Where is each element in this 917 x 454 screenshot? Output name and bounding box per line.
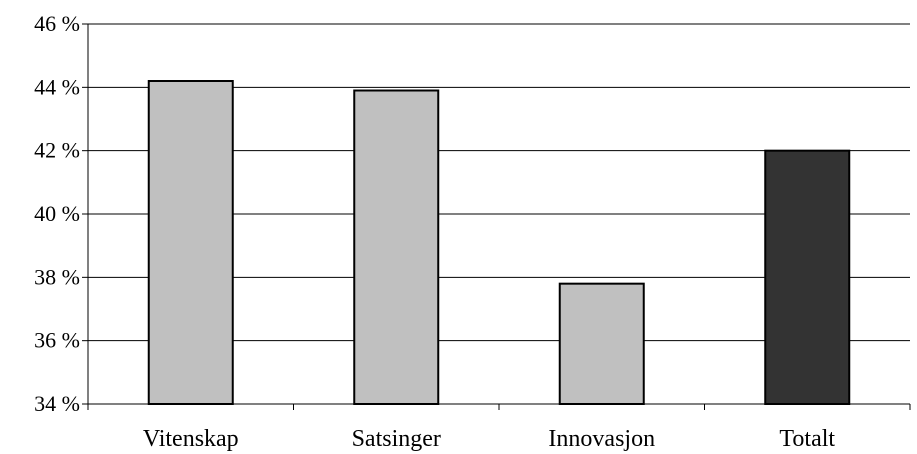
category-label-satsinger: Satsinger [352,426,441,452]
y-tick-label: 42 % [34,138,80,163]
category-label-vitenskap: Vitenskap [143,426,239,452]
bars [147,80,851,405]
y-tick-label: 40 % [34,201,80,226]
category-label-innovasjon: Innovasjon [548,426,655,452]
y-tick-label: 38 % [34,264,80,289]
bar-vitenskap [147,80,234,405]
category-label-totalt: Totalt [779,426,835,452]
x-axis-ticks [87,404,911,410]
bar-innovasjon [558,282,645,405]
category-labels: Vitenskap Satsinger Innovasjon Totalt [143,426,836,452]
y-tick-label: 34 % [34,391,80,416]
y-tick-label: 46 % [34,11,80,36]
y-axis-ticks: 34 % 36 % 38 % 40 % 42 % 44 % 46 % [34,11,88,416]
bar-totalt [764,149,851,405]
bar-satsinger [353,89,440,405]
y-tick-label: 36 % [34,328,80,353]
y-tick-label: 44 % [34,74,80,99]
